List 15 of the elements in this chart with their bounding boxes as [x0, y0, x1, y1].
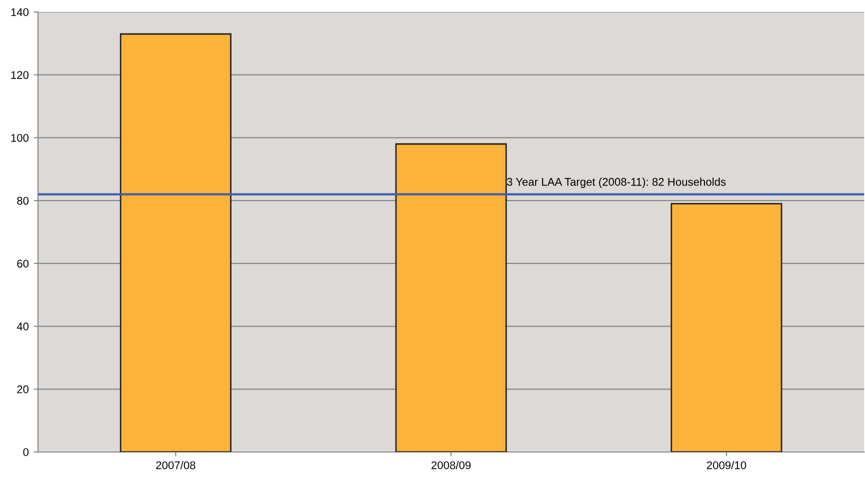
y-tick-label: 0 [23, 448, 29, 456]
y-tick-label: 120 [11, 71, 29, 79]
y-tick-label: 40 [16, 322, 29, 330]
x-tick-label: 2008/09 [432, 461, 471, 470]
x-tick-label: 2007/08 [156, 461, 196, 470]
y-tick-label: 80 [17, 196, 29, 205]
y-tick-label: 20 [17, 385, 29, 394]
y-tick-label: 100 [11, 134, 29, 142]
bar [395, 143, 507, 452]
x-tick-label: 2009/10 [706, 461, 746, 470]
y-tick-label: 60 [17, 260, 29, 268]
bar [120, 33, 232, 452]
bar [670, 203, 782, 452]
y-tick-label: 140 [11, 8, 29, 16]
ref-line-label: 3 Year LAA Target (2008-11): 82 Households [506, 178, 726, 188]
